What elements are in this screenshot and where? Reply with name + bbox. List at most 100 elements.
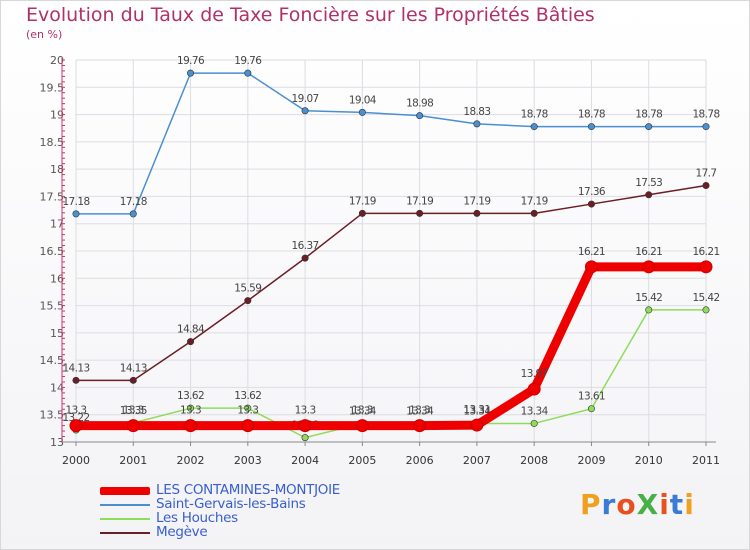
x-tick-label: 2004 (291, 454, 319, 467)
data-label: 15.42 (635, 292, 662, 304)
data-point (69, 419, 83, 433)
data-label: 17.36 (578, 186, 606, 198)
data-label: 13.34 (406, 405, 434, 417)
x-tick-label: 2003 (234, 454, 262, 467)
data-label: 18.78 (635, 109, 662, 121)
data-label: 16.21 (578, 246, 605, 258)
data-point (587, 200, 595, 208)
data-point (530, 209, 538, 217)
data-point (416, 209, 424, 217)
x-tick-label: 2000 (62, 454, 90, 467)
y-tick-label: 14.5 (40, 354, 65, 367)
x-tick-label: 2007 (463, 454, 491, 467)
data-label: 17.19 (463, 195, 490, 207)
data-label: 19.76 (177, 55, 205, 67)
x-tick-label: 2008 (520, 454, 548, 467)
y-tick-label: 19.5 (40, 81, 65, 94)
data-point (244, 297, 252, 305)
data-label: 16.21 (635, 246, 662, 258)
data-label: 14.84 (177, 324, 205, 336)
x-tick-label: 2011 (692, 454, 720, 467)
data-label: 18.78 (521, 109, 548, 121)
data-point (355, 419, 369, 433)
data-point (587, 405, 595, 413)
data-label: 18.83 (463, 106, 490, 118)
data-label: 17.19 (349, 195, 376, 207)
data-point (702, 123, 710, 131)
data-point (301, 107, 309, 115)
data-point (413, 419, 427, 433)
y-tick-label: 17.5 (40, 190, 65, 203)
data-point (301, 434, 309, 442)
x-tick-label: 2002 (177, 454, 205, 467)
data-label: 17.7 (696, 168, 717, 180)
data-point (358, 209, 366, 217)
data-label: 16.37 (292, 240, 319, 252)
data-point (645, 123, 653, 131)
data-label: 13.3 (352, 405, 373, 417)
data-label: 13.34 (349, 405, 377, 417)
data-point (129, 210, 137, 218)
data-label: 13.34 (521, 405, 549, 417)
chart-subtitle: (en %) (26, 28, 63, 41)
data-point (187, 338, 195, 346)
data-label: 16.21 (692, 246, 719, 258)
data-label: 18.98 (406, 98, 433, 110)
y-tick-label: 16.5 (40, 245, 65, 258)
legend-swatch (100, 504, 150, 506)
logo-letter: o (616, 488, 637, 521)
data-point (473, 120, 481, 128)
data-label: 13.3 (295, 405, 316, 417)
data-label: 15.59 (234, 283, 261, 295)
data-label: 13.3 (180, 405, 201, 417)
chart-title: Evolution du Taux de Taxe Foncière sur l… (26, 4, 595, 26)
data-point (301, 254, 309, 262)
x-tick-label: 2006 (406, 454, 434, 467)
y-tick-label: 18 (50, 163, 64, 176)
data-point (129, 376, 137, 384)
x-tick-label: 2005 (348, 454, 376, 467)
data-label: 13.3 (123, 405, 144, 417)
data-point (244, 404, 252, 412)
data-point (530, 123, 538, 131)
x-tick-label: 2010 (635, 454, 663, 467)
logo-letter: X (636, 488, 660, 521)
legend-label: Megève (156, 524, 208, 540)
data-label: 18.78 (578, 109, 605, 121)
proxiti-logo: ProXiti (580, 488, 695, 521)
legend-swatch (100, 518, 150, 520)
data-point (241, 419, 255, 433)
data-label: 15.42 (692, 292, 719, 304)
y-tick-label: 19 (50, 109, 64, 122)
data-point (645, 191, 653, 199)
series-line (75, 72, 707, 215)
data-label: 13.35 (120, 405, 147, 417)
logo-letter: i (684, 488, 695, 521)
data-label: 13.31 (463, 404, 490, 416)
data-point (72, 376, 80, 384)
legend-label: Saint-Gervais-les-Bains (156, 496, 306, 512)
data-label: 13.62 (177, 390, 204, 402)
data-label: 18.78 (692, 109, 719, 121)
legend-label: LES CONTAMINES-MONTJOIE (156, 482, 341, 498)
data-point (470, 418, 484, 432)
data-point (702, 182, 710, 190)
data-label: 17.19 (521, 195, 548, 207)
x-tick-label: 2001 (119, 454, 147, 467)
data-label: 13.34 (463, 405, 491, 417)
series-line (71, 262, 711, 431)
data-label: 14.13 (120, 362, 147, 374)
data-point (187, 404, 195, 412)
data-point (473, 209, 481, 217)
legend-swatch (100, 532, 150, 534)
data-point (527, 382, 541, 396)
series-line (75, 184, 707, 382)
data-label: 19.76 (234, 55, 262, 67)
data-label: 13.97 (521, 368, 548, 380)
data-label: 13.22 (62, 412, 89, 424)
y-tick-label: 16 (50, 272, 64, 285)
data-label: 13.3 (237, 405, 258, 417)
data-point (358, 108, 366, 116)
